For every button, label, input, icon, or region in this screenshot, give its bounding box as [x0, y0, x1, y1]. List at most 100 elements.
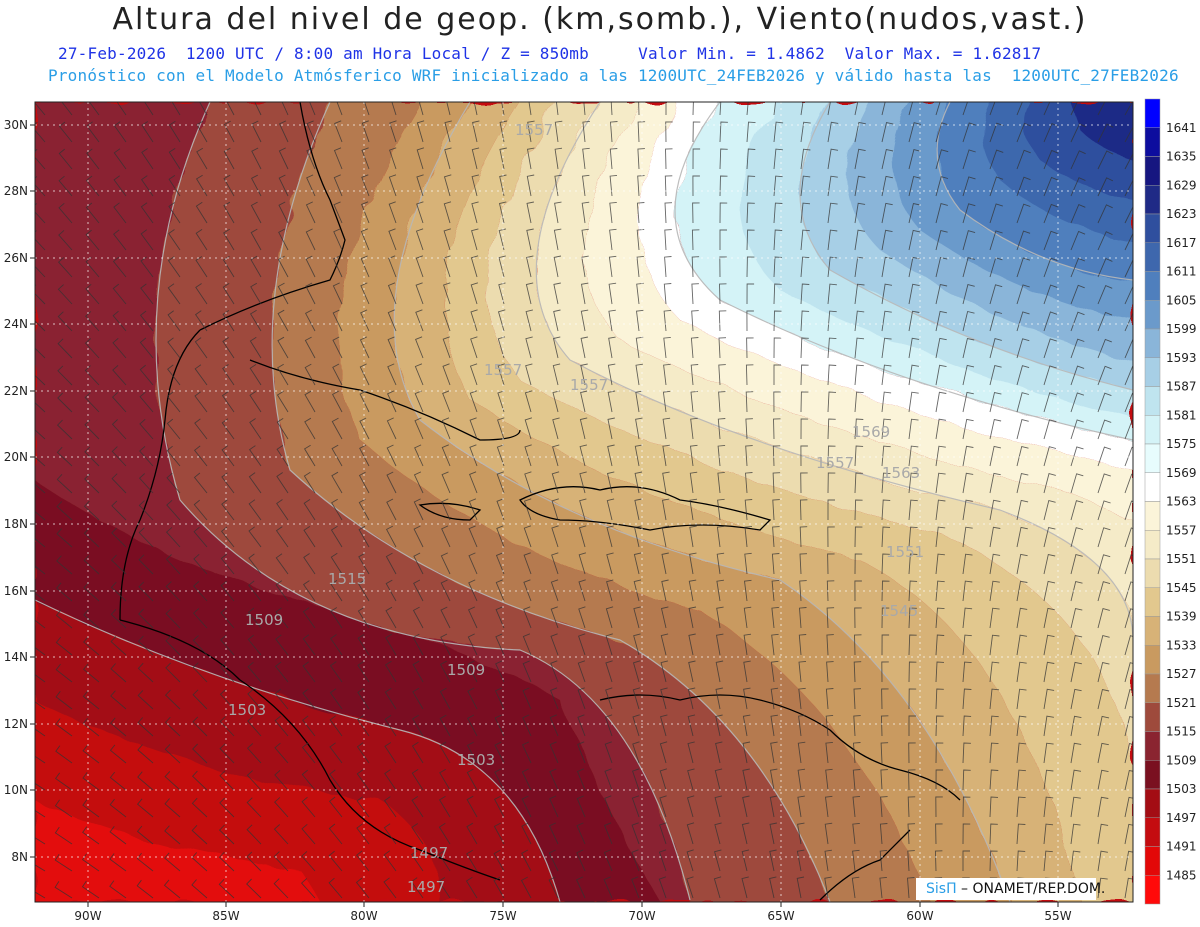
wind-barb	[582, 120, 590, 143]
wind-barb	[827, 229, 838, 251]
wind-barb	[908, 391, 919, 413]
wind-barb	[223, 174, 235, 197]
wind-barb	[440, 552, 451, 575]
wind-barb	[305, 201, 316, 224]
wind-barb	[935, 715, 944, 737]
wind-barb	[1070, 527, 1084, 548]
wind-barb	[609, 148, 618, 170]
wind-barb	[1016, 661, 1027, 683]
wind-barb	[302, 688, 316, 710]
wind-barb	[277, 282, 289, 305]
wind-barb	[1124, 850, 1133, 872]
wind-barb	[934, 850, 943, 872]
wind-barb	[854, 634, 862, 656]
wind-barb	[665, 121, 673, 143]
contour-label: 1545	[880, 602, 918, 620]
wind-barb	[469, 471, 478, 494]
wind-barb	[470, 336, 478, 359]
wind-barb	[770, 687, 779, 710]
wind-barb	[415, 228, 424, 251]
wind-barb	[521, 849, 532, 872]
wind-barb	[195, 283, 208, 305]
wind-barb	[383, 850, 397, 872]
wind-barb	[1043, 769, 1054, 791]
wind-barb	[471, 147, 480, 170]
wind-barb	[112, 283, 127, 305]
wind-barb	[773, 121, 784, 143]
wind-barb	[635, 390, 643, 413]
wind-barb	[606, 498, 615, 521]
wind-barb	[554, 147, 563, 170]
wind-barb	[273, 851, 289, 872]
wind-barb	[634, 498, 642, 521]
wind-barb	[579, 471, 587, 494]
wind-barb	[220, 580, 235, 602]
wind-barb	[330, 634, 343, 656]
wind-barb	[111, 473, 127, 494]
wind-barb	[493, 822, 505, 845]
wind-barb	[55, 663, 73, 683]
wind-barb	[144, 102, 154, 116]
wind-barb	[552, 336, 561, 359]
wind-barb	[1070, 392, 1085, 413]
wind-barb	[304, 417, 316, 440]
wind-barb	[193, 581, 208, 602]
wind-barb	[82, 663, 100, 683]
wind-barb	[1070, 607, 1083, 629]
wind-barb	[1070, 554, 1083, 575]
wind-barb	[85, 311, 100, 332]
wind-barb	[1097, 850, 1108, 872]
wind-barb	[525, 282, 534, 305]
wind-barb	[854, 121, 866, 143]
wind-barb	[605, 606, 614, 629]
wind-barb	[333, 147, 343, 170]
wind-barb	[57, 338, 73, 359]
wind-barb	[414, 390, 424, 413]
contour-label: 1515	[328, 570, 366, 588]
wind-barb	[1043, 473, 1056, 494]
wind-barb	[219, 716, 235, 737]
wind-barb	[880, 742, 889, 764]
wind-barb	[881, 229, 893, 251]
wind-barb	[526, 228, 534, 251]
wind-barb	[218, 878, 235, 899]
wind-barb	[526, 147, 535, 170]
wind-barb	[962, 149, 976, 170]
wind-barb	[222, 310, 235, 332]
wind-barb	[35, 447, 46, 467]
wind-barb	[1070, 365, 1085, 386]
wind-barb	[1016, 769, 1026, 791]
wind-barb	[219, 743, 235, 764]
wind-barb	[744, 525, 753, 548]
wind-barb	[1043, 607, 1055, 629]
wind-barb	[1070, 823, 1081, 845]
colorbar-label: 1599	[1166, 322, 1197, 336]
wind-barb	[116, 102, 127, 116]
wind-barb	[935, 102, 941, 116]
wind-barb	[636, 255, 644, 278]
wind-barb	[632, 687, 641, 710]
wind-barb	[387, 363, 397, 386]
wind-barb	[1016, 365, 1030, 386]
wind-barb	[908, 122, 922, 143]
wind-barb	[742, 714, 751, 737]
wind-barb	[523, 498, 532, 521]
wind-barb	[301, 769, 316, 791]
wind-barb	[139, 446, 154, 467]
wind-barb	[1043, 580, 1056, 602]
wind-barb	[880, 715, 889, 737]
wind-barb	[522, 741, 532, 764]
wind-barb	[935, 661, 945, 683]
contour-label: 1557	[484, 361, 522, 379]
wind-barb	[359, 417, 370, 440]
lat-label: 16N	[4, 584, 28, 598]
wind-barb	[360, 309, 370, 332]
wind-barb	[412, 660, 424, 683]
wind-barb	[1124, 662, 1133, 683]
wind-barb	[494, 687, 505, 710]
wind-barb	[632, 741, 640, 764]
wind-barb	[387, 309, 397, 332]
wind-barb	[1043, 850, 1053, 872]
wind-barb	[305, 255, 316, 278]
wind-barb	[908, 553, 918, 575]
